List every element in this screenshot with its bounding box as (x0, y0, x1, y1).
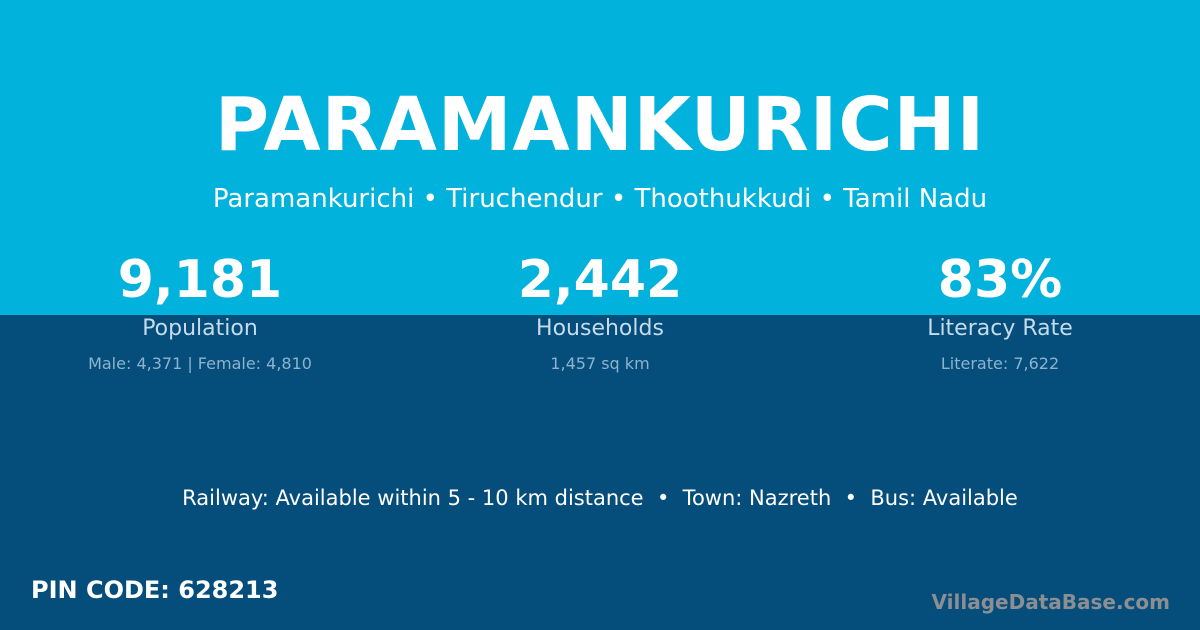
header-band (0, 0, 1200, 315)
stat-value: 2,442 (517, 250, 683, 310)
brand-logo: VillageDataBase.com (931, 590, 1170, 614)
facilities-line: Railway: Available within 5 - 10 km dist… (182, 486, 1018, 510)
stat-detail: Literate: 7,622 (940, 354, 1060, 373)
stat-detail: 1,457 sq km (550, 354, 650, 373)
stat-label: Literacy Rate (927, 316, 1073, 341)
stat-value: 83% (937, 250, 1063, 310)
location-breadcrumb: Paramankurichi • Tiruchendur • Thoothukk… (212, 184, 988, 214)
pin-code: PIN CODE: 628213 (31, 576, 279, 604)
stat-detail: Male: 4,371 | Female: 4,810 (88, 354, 312, 373)
stat-value: 9,181 (117, 250, 283, 310)
village-title: PARAMANKURICHI (214, 82, 986, 168)
stat-label: Households (536, 316, 664, 341)
stat-label: Population (142, 316, 258, 341)
